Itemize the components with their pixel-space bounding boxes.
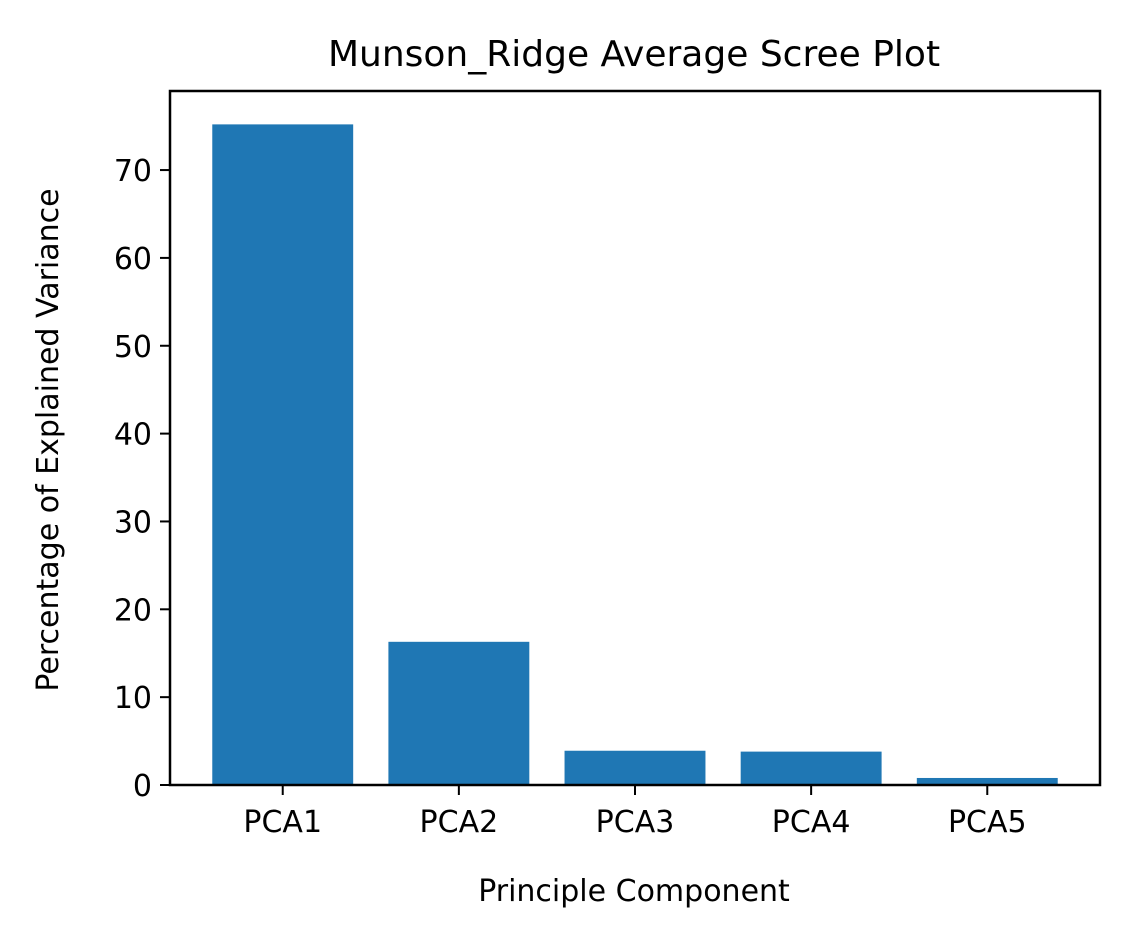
y-tick-label: 30	[114, 505, 152, 540]
bar-pca2	[388, 641, 530, 785]
bar-pca5	[916, 777, 1058, 785]
x-tick-label: PCA5	[948, 805, 1027, 840]
bar-pca1	[212, 124, 354, 786]
plot-frame	[168, 89, 1102, 787]
x-axis-ticks: PCA1 PCA2 PCA3 PCA4 PCA5	[243, 785, 1027, 840]
y-tick-label: 20	[114, 593, 152, 628]
y-tick-label: 0	[133, 769, 152, 804]
y-tick-label: 50	[114, 330, 152, 365]
bars-group	[212, 124, 1058, 786]
y-axis-ticks: 0 10 20 30 40 50 60 70	[114, 154, 170, 804]
x-axis-label: Principle Component	[478, 874, 790, 909]
y-tick-label: 10	[114, 681, 152, 716]
x-tick-label: PCA3	[596, 805, 675, 840]
x-tick-label: PCA1	[243, 805, 322, 840]
y-tick-label: 70	[114, 154, 152, 189]
y-axis-label: Percentage of Explained Variance	[31, 188, 66, 691]
x-tick-label: PCA2	[420, 805, 499, 840]
chart-title: Munson_Ridge Average Scree Plot	[328, 34, 940, 75]
y-tick-label: 40	[114, 418, 152, 453]
x-tick-label: PCA4	[772, 805, 851, 840]
y-tick-label: 60	[114, 242, 152, 277]
bar-pca3	[564, 750, 706, 785]
bar-pca4	[740, 751, 882, 785]
